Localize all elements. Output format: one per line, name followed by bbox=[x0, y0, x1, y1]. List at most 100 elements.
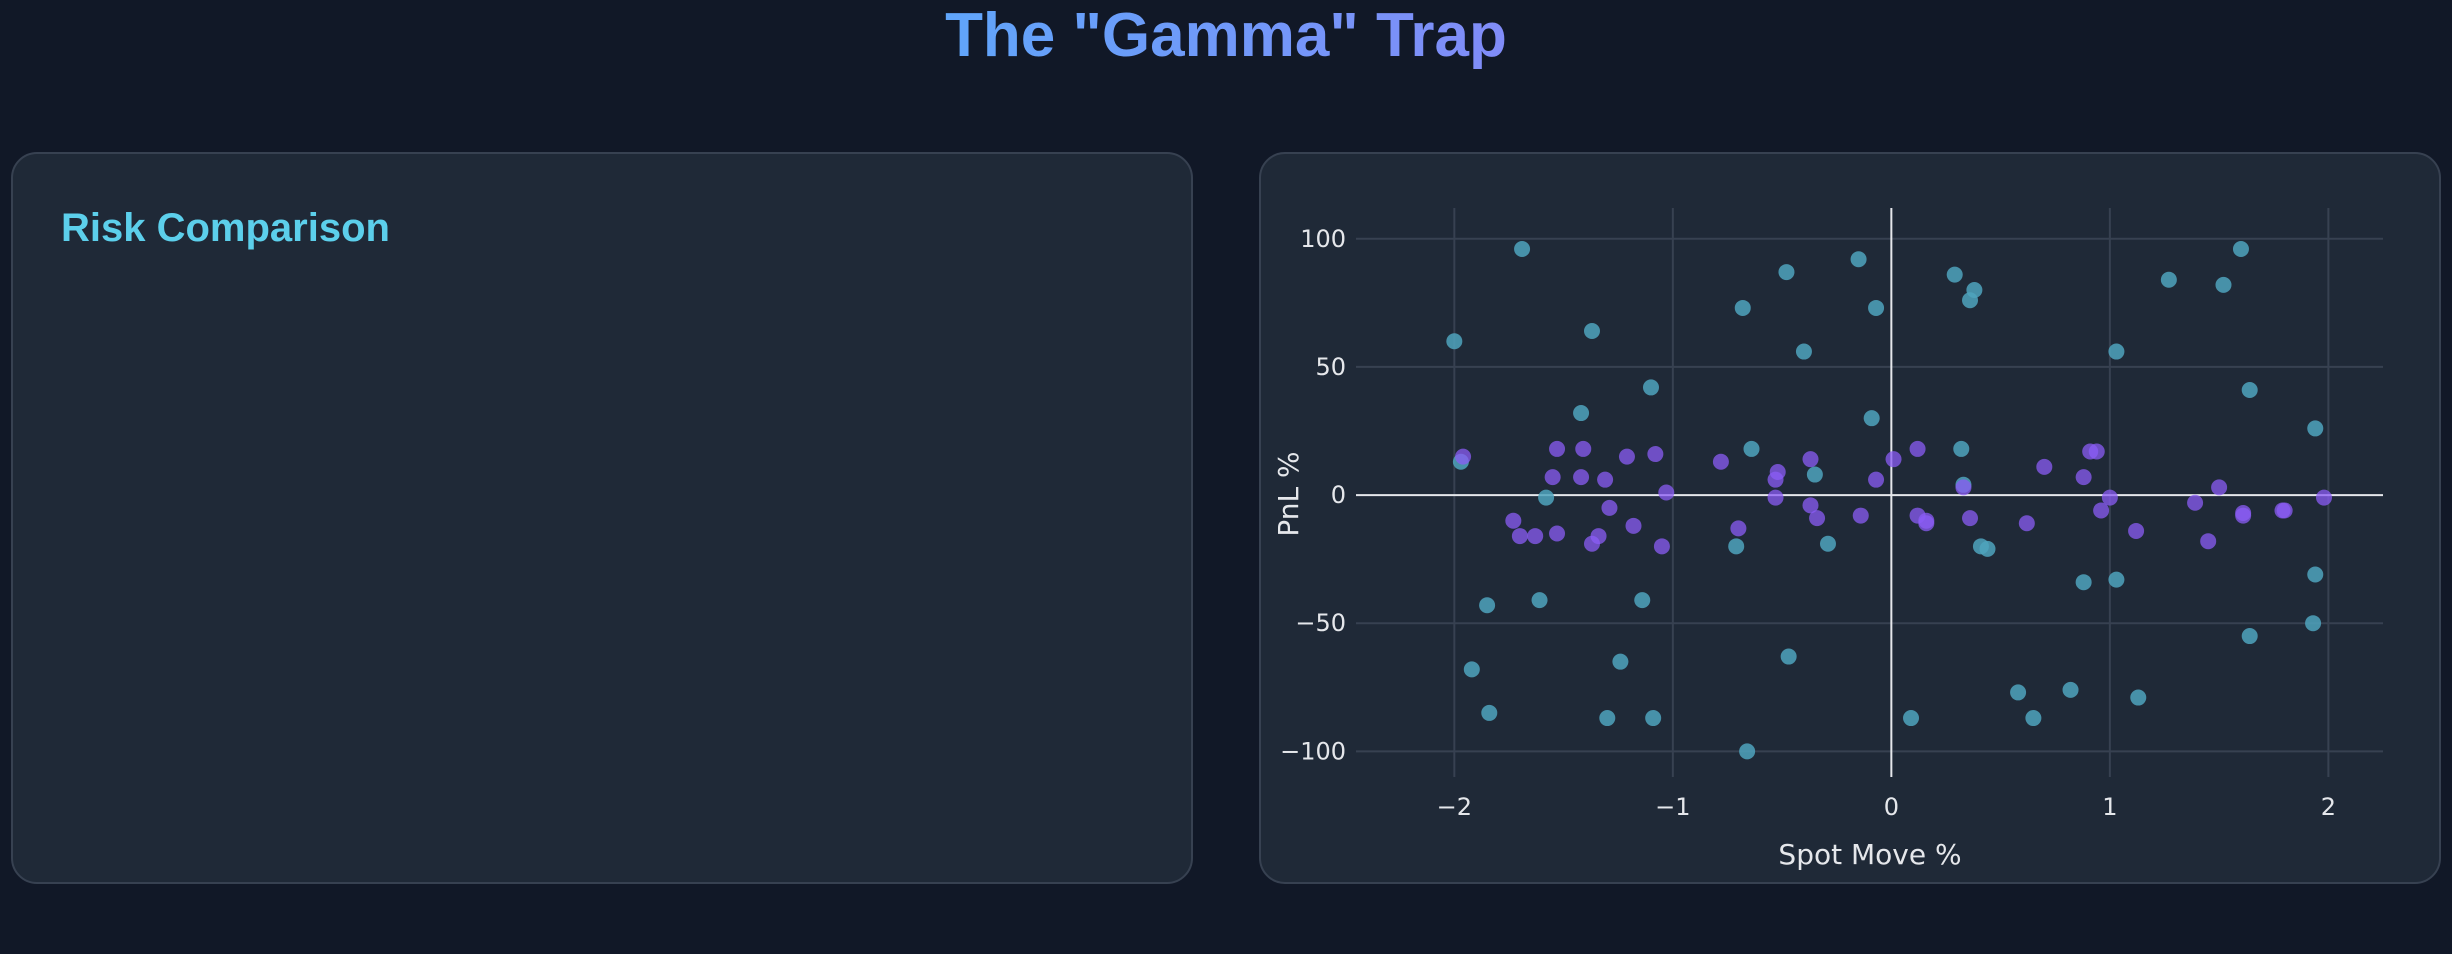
data-point-series-2[interactable] bbox=[2316, 489, 2333, 506]
data-point-series-2[interactable] bbox=[1625, 517, 1642, 534]
data-point-series-2[interactable] bbox=[1544, 469, 1561, 486]
data-point-series-2[interactable] bbox=[2211, 479, 2228, 496]
data-point-series-2[interactable] bbox=[1955, 479, 1972, 496]
data-point-series-2[interactable] bbox=[1802, 497, 1819, 514]
data-point-series-1[interactable] bbox=[1645, 710, 1662, 727]
data-point-series-1[interactable] bbox=[1868, 299, 1885, 316]
data-point-series-1[interactable] bbox=[1531, 592, 1548, 609]
data-point-series-1[interactable] bbox=[2215, 276, 2232, 293]
data-point-series-2[interactable] bbox=[2235, 507, 2252, 524]
data-point-series-2[interactable] bbox=[2088, 443, 2105, 460]
data-point-series-1[interactable] bbox=[1599, 710, 1616, 727]
data-point-series-2[interactable] bbox=[1918, 515, 1935, 532]
data-point-series-2[interactable] bbox=[2018, 515, 2035, 532]
data-point-series-2[interactable] bbox=[1601, 499, 1618, 516]
data-point-series-1[interactable] bbox=[2241, 381, 2258, 398]
data-point-series-2[interactable] bbox=[1962, 510, 1979, 527]
data-point-series-1[interactable] bbox=[1612, 653, 1629, 670]
data-point-series-1[interactable] bbox=[1479, 597, 1496, 614]
data-point-series-2[interactable] bbox=[2075, 469, 2092, 486]
data-point-series-1[interactable] bbox=[2108, 343, 2125, 360]
data-point-series-1[interactable] bbox=[1780, 648, 1797, 665]
data-point-series-2[interactable] bbox=[2101, 489, 2118, 506]
data-point-series-2[interactable] bbox=[1511, 528, 1528, 545]
data-point-series-1[interactable] bbox=[2010, 684, 2027, 701]
data-point-series-2[interactable] bbox=[1730, 520, 1747, 537]
data-point-series-1[interactable] bbox=[2130, 689, 2147, 706]
data-point-series-2[interactable] bbox=[1712, 453, 1729, 470]
data-point-series-1[interactable] bbox=[1946, 266, 1963, 283]
data-point-series-2[interactable] bbox=[2200, 533, 2217, 550]
data-point-series-1[interactable] bbox=[1463, 661, 1480, 678]
data-point-series-2[interactable] bbox=[1590, 528, 1607, 545]
data-point-series-1[interactable] bbox=[1863, 410, 1880, 427]
data-point-series-1[interactable] bbox=[2075, 574, 2092, 591]
data-point-series-2[interactable] bbox=[2036, 458, 2053, 475]
data-point-series-2[interactable] bbox=[1549, 440, 1566, 457]
data-point-series-1[interactable] bbox=[1819, 535, 1836, 552]
data-point-series-2[interactable] bbox=[1618, 448, 1635, 465]
data-point-series-1[interactable] bbox=[2307, 566, 2324, 583]
x-tick-label: 2 bbox=[2321, 793, 2336, 821]
data-point-series-2[interactable] bbox=[2187, 494, 2204, 511]
data-point-series-2[interactable] bbox=[1868, 471, 1885, 488]
data-point-series-1[interactable] bbox=[1806, 466, 1823, 483]
data-point-series-2[interactable] bbox=[1909, 440, 1926, 457]
data-point-series-2[interactable] bbox=[1575, 440, 1592, 457]
data-point-series-1[interactable] bbox=[2307, 420, 2324, 437]
data-point-series-1[interactable] bbox=[1446, 333, 1463, 350]
data-point-series-1[interactable] bbox=[1743, 440, 1760, 457]
data-point-series-2[interactable] bbox=[1767, 489, 1784, 506]
zero-lines bbox=[1356, 208, 2383, 777]
data-point-series-2[interactable] bbox=[1769, 463, 1786, 480]
data-point-series-2[interactable] bbox=[1653, 538, 1670, 555]
data-point-series-1[interactable] bbox=[1728, 538, 1745, 555]
tick-labels: −2 −1 0 1 2 −100 −50 0 50 100 bbox=[1280, 225, 2336, 821]
x-axis-title: Spot Move % bbox=[1778, 838, 1961, 871]
data-point-series-1[interactable] bbox=[2025, 710, 2042, 727]
data-point-series-1[interactable] bbox=[2241, 628, 2258, 645]
data-point-series-2[interactable] bbox=[1505, 512, 1522, 529]
data-point-series-1[interactable] bbox=[1573, 405, 1590, 422]
data-point-series-2[interactable] bbox=[1573, 469, 1590, 486]
y-tick-label: 100 bbox=[1300, 225, 1346, 253]
data-point-series-1[interactable] bbox=[2062, 681, 2079, 698]
data-point-series-2[interactable] bbox=[1597, 471, 1614, 488]
data-point-series-1[interactable] bbox=[2305, 615, 2322, 632]
data-point-series-2[interactable] bbox=[1885, 451, 1902, 468]
x-tick-label: 1 bbox=[2102, 793, 2117, 821]
data-point-series-1[interactable] bbox=[1734, 299, 1751, 316]
data-point-series-1[interactable] bbox=[1979, 540, 1996, 557]
data-point-series-1[interactable] bbox=[1850, 251, 1867, 268]
y-tick-label: 50 bbox=[1315, 353, 1346, 381]
x-tick-label: −1 bbox=[1655, 793, 1690, 821]
data-point-series-1[interactable] bbox=[2160, 271, 2177, 288]
data-point-series-1[interactable] bbox=[1583, 323, 1600, 340]
data-point-series-2[interactable] bbox=[2276, 502, 2293, 519]
data-point-series-1[interactable] bbox=[1538, 489, 1555, 506]
data-point-series-1[interactable] bbox=[1481, 704, 1498, 721]
data-point-series-1[interactable] bbox=[1739, 743, 1756, 760]
data-point-series-1[interactable] bbox=[2232, 241, 2249, 258]
data-point-series-1[interactable] bbox=[1903, 710, 1920, 727]
data-point-series-1[interactable] bbox=[1634, 592, 1651, 609]
data-point-series-2[interactable] bbox=[1852, 507, 1869, 524]
risk-comparison-card: Risk Comparison bbox=[11, 152, 1193, 884]
data-point-series-1[interactable] bbox=[1778, 264, 1795, 281]
data-point-series-2[interactable] bbox=[1802, 451, 1819, 468]
data-point-series-2[interactable] bbox=[1647, 446, 1664, 463]
data-point-series-1[interactable] bbox=[1514, 241, 1531, 258]
data-point-series-2[interactable] bbox=[1809, 510, 1826, 527]
data-point-series-1[interactable] bbox=[1966, 282, 1983, 299]
data-point-series-1[interactable] bbox=[2108, 571, 2125, 588]
data-point-series-2[interactable] bbox=[1455, 448, 1472, 465]
data-point-series-1[interactable] bbox=[1953, 440, 1970, 457]
data-point-series-1[interactable] bbox=[1795, 343, 1812, 360]
data-point-series-1[interactable] bbox=[1642, 379, 1659, 396]
data-point-series-2[interactable] bbox=[1527, 528, 1544, 545]
data-point-series-2[interactable] bbox=[1549, 525, 1566, 542]
data-point-series-2[interactable] bbox=[2093, 502, 2110, 519]
data-point-series-2[interactable] bbox=[2128, 522, 2145, 539]
data-point-series-2[interactable] bbox=[1658, 484, 1675, 501]
